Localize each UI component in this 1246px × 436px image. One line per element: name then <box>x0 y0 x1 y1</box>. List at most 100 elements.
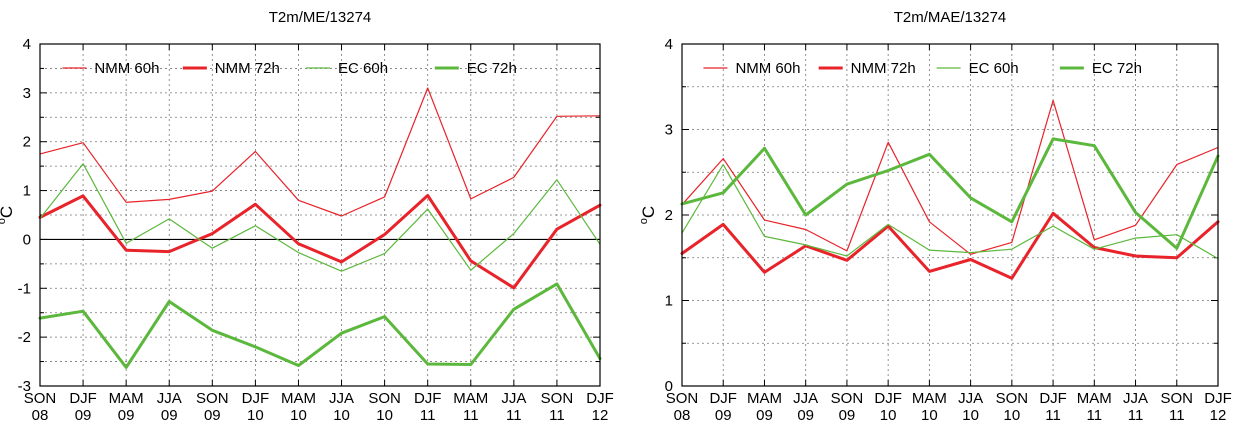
x-tick-label-season: SON <box>541 390 574 407</box>
series-line-ec-72h <box>680 137 1220 250</box>
x-tick-label-season: SON <box>196 390 229 407</box>
grid <box>682 44 1218 386</box>
series-line-nmm-72h <box>680 211 1220 280</box>
x-tick-label-season: JJA <box>1123 390 1148 407</box>
x-tick-label-season: DJF <box>874 390 902 407</box>
x-tick-label-year: 10 <box>333 407 350 424</box>
x-tick-label-year: 12 <box>592 407 609 424</box>
legend-item: NMM 60h <box>62 60 159 77</box>
x-tick-label-season: DJF <box>242 390 270 407</box>
x-tick-label-season: MAM <box>912 390 947 407</box>
x-tick-label-year: 11 <box>506 407 522 424</box>
x-tick-label-year: 11 <box>1087 407 1103 424</box>
x-tick-label-season: JJA <box>329 390 354 407</box>
x-tick-label-year: 09 <box>161 407 178 424</box>
x-tick-label-season: SON <box>996 390 1029 407</box>
legend: NMM 60h NMM 72h EC 60h EC 72h <box>62 60 517 77</box>
x-tick-label-year: 11 <box>1169 407 1185 424</box>
x-tick-label-year: 09 <box>204 407 221 424</box>
y-tick-label: 1 <box>23 183 31 200</box>
x-tick-label-season: JJA <box>157 390 182 407</box>
y-axis-label-unit: C <box>0 206 16 218</box>
x-axis: SON08DJF09MAM09JJA09SON09DJF10MAM10JJA10… <box>24 44 614 424</box>
x-tick-label-season: MAM <box>281 390 316 407</box>
x-tick-label-year: 10 <box>962 407 979 424</box>
x-tick-label-season: JJA <box>793 390 818 407</box>
series-line-nmm-60h <box>681 99 1219 255</box>
y-tick-label: -1 <box>18 280 31 297</box>
legend-label: EC 60h <box>969 60 1019 77</box>
x-tick-label-season: SON <box>666 390 699 407</box>
chart-title: T2m/ME/13274 <box>269 9 372 26</box>
x-tick-label-year: 11 <box>549 407 565 424</box>
legend-item: NMM 72h <box>182 60 280 77</box>
legend-label: EC 60h <box>338 60 388 77</box>
chart-title: T2m/MAE/13274 <box>894 9 1007 26</box>
x-tick-label-year: 11 <box>463 407 479 424</box>
y-axis-label: oC <box>0 206 16 224</box>
x-tick-label-year: 10 <box>1004 407 1021 424</box>
y-axis-label: oC <box>638 206 658 224</box>
x-tick-label-season: SON <box>24 390 57 407</box>
series-line-ec-72h <box>38 282 602 369</box>
x-tick-label-year: 10 <box>247 407 264 424</box>
series-line-nmm-60h <box>39 87 601 217</box>
series-line-ec-60h <box>39 163 601 272</box>
y-tick-label: -2 <box>18 329 31 346</box>
legend-item: EC 72h <box>434 60 517 77</box>
y-tick-label: 3 <box>665 122 673 139</box>
x-tick-label-year: 11 <box>1045 407 1061 424</box>
legend-item: EC 60h <box>306 60 388 77</box>
legend-label: NMM 60h <box>94 60 159 77</box>
x-tick-label-year: 10 <box>921 407 938 424</box>
y-tick-label: 2 <box>665 207 673 224</box>
y-tick-label: 0 <box>23 231 31 248</box>
x-tick-label-season: SON <box>831 390 864 407</box>
y-axis-label-degree: o <box>0 218 8 224</box>
x-tick-label-season: DJF <box>586 390 614 407</box>
x-tick-label-year: 09 <box>75 407 92 424</box>
legend-label: EC 72h <box>467 60 517 77</box>
y-tick-label: 4 <box>23 36 31 53</box>
x-tick-label-season: DJF <box>1204 390 1232 407</box>
x-tick-label-year: 08 <box>32 407 49 424</box>
x-tick-label-year: 11 <box>1128 407 1144 424</box>
legend-item: NMM 72h <box>818 60 916 77</box>
x-tick-label-year: 09 <box>839 407 856 424</box>
plot-frame <box>681 43 1219 387</box>
x-tick-label-year: 11 <box>420 407 436 424</box>
x-tick-label-season: MAM <box>1077 390 1112 407</box>
x-tick-label-year: 09 <box>797 407 814 424</box>
y-axis-label-unit: C <box>639 206 658 218</box>
x-tick-label-season: SON <box>1161 390 1194 407</box>
y-tick-label: 1 <box>665 293 673 310</box>
x-tick-label-season: SON <box>368 390 401 407</box>
legend-item: NMM 60h <box>703 60 800 77</box>
x-tick-label-season: DJF <box>709 390 737 407</box>
y-tick-label: 4 <box>665 36 673 53</box>
legend-item: EC 60h <box>936 60 1019 77</box>
x-tick-label-year: 10 <box>880 407 897 424</box>
plot-frame <box>39 43 601 387</box>
x-tick-label-year: 10 <box>290 407 307 424</box>
legend: NMM 60h NMM 72h EC 60h EC 72h <box>703 60 1142 77</box>
x-tick-label-season: MAM <box>109 390 144 407</box>
series-line-ec-60h <box>681 164 1219 260</box>
x-tick-label-year: 09 <box>756 407 773 424</box>
grid <box>40 44 600 386</box>
legend-label: EC 72h <box>1092 60 1142 77</box>
legend-label: NMM 72h <box>851 60 916 77</box>
x-tick-label-year: 12 <box>1210 407 1227 424</box>
legend-item: EC 72h <box>1059 60 1142 77</box>
x-tick-label-season: MAM <box>747 390 782 407</box>
y-axis: 0 1 2 3 4 <box>665 36 1218 395</box>
x-tick-label-year: 09 <box>118 407 135 424</box>
y-tick-label: -3 <box>18 378 31 395</box>
chart-mae: T2m/MAE/1327401234SON08DJF09MAM09JJA09SO… <box>638 9 1232 424</box>
legend-label: NMM 72h <box>215 60 280 77</box>
x-tick-label-season: DJF <box>414 390 442 407</box>
x-tick-label-year: 09 <box>715 407 732 424</box>
y-tick-label: 3 <box>23 85 31 102</box>
x-tick-label-year: 10 <box>376 407 393 424</box>
